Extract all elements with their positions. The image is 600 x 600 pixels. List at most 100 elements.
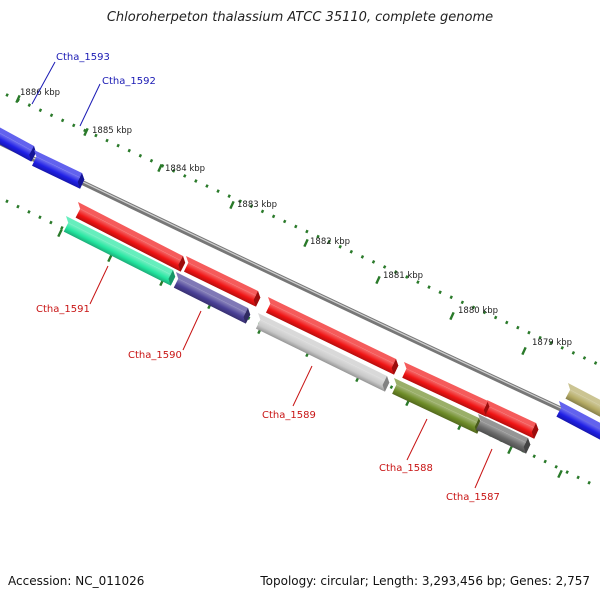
gene-bar[interactable] (28, 150, 87, 189)
gene-label[interactable]: Ctha_1589 (262, 410, 316, 421)
outer-ring-minor-tick (394, 270, 398, 274)
gene-label[interactable]: Ctha_1587 (446, 492, 500, 503)
inner-ring-major-tick (507, 445, 513, 455)
outer-ring-minor-tick (382, 265, 387, 269)
outer-ring-minor-tick (305, 229, 309, 234)
outer-ring-minor-tick (427, 285, 431, 290)
outer-ring-minor-tick (316, 234, 320, 239)
gene-label-leader (89, 265, 109, 305)
inner-ring-major-tick (57, 228, 63, 238)
gene-label[interactable]: Ctha_1591 (36, 304, 90, 315)
outer-ring-minor-tick (560, 345, 564, 350)
outer-ring-minor-tick (482, 310, 487, 315)
gene-label[interactable]: Ctha_1593 (56, 52, 110, 63)
outer-ring-minor-tick (160, 163, 165, 168)
outer-ring-minor-tick (593, 361, 598, 365)
inner-ring-minor-tick (389, 385, 394, 390)
outer-ring-minor-tick (493, 315, 498, 320)
outer-ring-minor-tick (527, 330, 531, 335)
gene-bar[interactable] (561, 383, 600, 421)
outer-ring-minor-tick (49, 113, 54, 118)
gene-bar[interactable] (59, 216, 177, 286)
inner-ring-minor-tick (246, 316, 251, 321)
outer-ring-minor-tick (183, 174, 187, 178)
outer-ring-minor-tick (460, 300, 465, 305)
outer-ring-minor-tick (338, 244, 342, 249)
outer-ring-minor-tick (549, 340, 553, 345)
inner-ring-major-tick (107, 253, 113, 263)
outer-ring-minor-tick (171, 169, 176, 173)
gene-label-leader (292, 365, 313, 407)
gene-bar[interactable] (398, 362, 493, 417)
outer-ring-minor-tick (371, 260, 376, 264)
inner-ring-minor-tick (27, 210, 31, 214)
outer-ring-major-tick (449, 311, 455, 321)
inner-ring-minor-tick (554, 464, 558, 469)
outer-ring-minor-tick (571, 351, 576, 355)
outer-ring-minor-tick (582, 356, 587, 360)
outer-ring-minor-tick (27, 103, 32, 108)
outer-ring-minor-tick (216, 189, 220, 193)
tick-label: 1879 kbp (532, 338, 572, 348)
inner-ring-major-tick (557, 469, 563, 479)
inner-ring-minor-tick (5, 199, 9, 204)
gene-layer (0, 122, 600, 454)
tick-label: 1882 kbp (310, 237, 350, 247)
tick-label: 1885 kbp (92, 126, 132, 136)
gene-bar[interactable] (71, 202, 187, 272)
gene-bar[interactable] (0, 122, 38, 162)
gene-label[interactable]: Ctha_1588 (379, 463, 433, 474)
gene-bar[interactable] (261, 297, 400, 375)
outer-ring-minor-tick (238, 199, 242, 204)
outer-ring-minor-tick (471, 305, 476, 310)
outer-ring-minor-tick (349, 249, 354, 254)
accession-label: Accession: NC_011026 (8, 574, 145, 588)
gene-bar[interactable] (169, 272, 252, 324)
gene-label[interactable]: Ctha_1592 (102, 76, 156, 87)
tick-label: 1883 kbp (237, 200, 277, 210)
outer-ring-minor-tick (516, 325, 520, 330)
gene-label[interactable]: Ctha_1590 (128, 350, 182, 361)
outer-ring-minor-tick (138, 153, 143, 158)
outer-ring-minor-tick (205, 184, 209, 188)
outer-ring-minor-tick (282, 219, 287, 224)
outer-ring-minor-tick (38, 108, 43, 113)
inner-ring-minor-tick (49, 220, 53, 225)
tick-label: 1880 kbp (458, 306, 498, 316)
gene-label-leader (31, 61, 56, 105)
outer-ring-minor-tick (538, 335, 542, 340)
gene-label-layer: Ctha_1593 Ctha_1592 Ctha_1591 Ctha_1590 Ctha… (31, 52, 500, 503)
gene-bar[interactable] (552, 401, 600, 444)
inner-ring-minor-tick (587, 480, 591, 485)
outer-ring-major-tick (83, 127, 89, 137)
outer-ring-minor-tick (360, 254, 365, 259)
inner-ring-minor-tick (16, 204, 20, 209)
outer-ring-minor-tick (294, 224, 298, 229)
outer-ring-minor-tick (83, 128, 87, 133)
outer-ring-minor-tick (249, 204, 254, 209)
outer-ring-minor-tick (438, 290, 442, 295)
outer-ring-minor-tick (116, 143, 120, 148)
outer-ring-major-tick (157, 163, 163, 173)
outer-ring-minor-tick (260, 209, 265, 214)
gene-label-leader (182, 310, 202, 351)
outer-ring-minor-tick (194, 179, 198, 183)
inner-ring-minor-tick (38, 215, 42, 220)
tick-label: 1884 kbp (165, 164, 205, 174)
genome-summary: Topology: circular; Length: 3,293,456 bp… (260, 574, 590, 588)
inner-ring-minor-tick (532, 454, 536, 459)
gene-bar[interactable] (251, 313, 391, 392)
outer-ring-minor-tick (72, 123, 76, 128)
gene-bar[interactable] (472, 414, 533, 454)
tick-label: 1881 kbp (383, 271, 423, 281)
map-title: Chloroherpeton thalassium ATCC 35110, co… (106, 10, 494, 25)
gene-bar[interactable] (179, 256, 262, 307)
outer-ring-major-tick (303, 238, 309, 248)
outer-ring-minor-tick (5, 93, 9, 97)
outer-ring-minor-tick (327, 239, 331, 244)
outer-ring-minor-tick (449, 295, 453, 300)
inner-ring-minor-tick (576, 475, 580, 480)
gene-bar[interactable] (481, 400, 541, 439)
